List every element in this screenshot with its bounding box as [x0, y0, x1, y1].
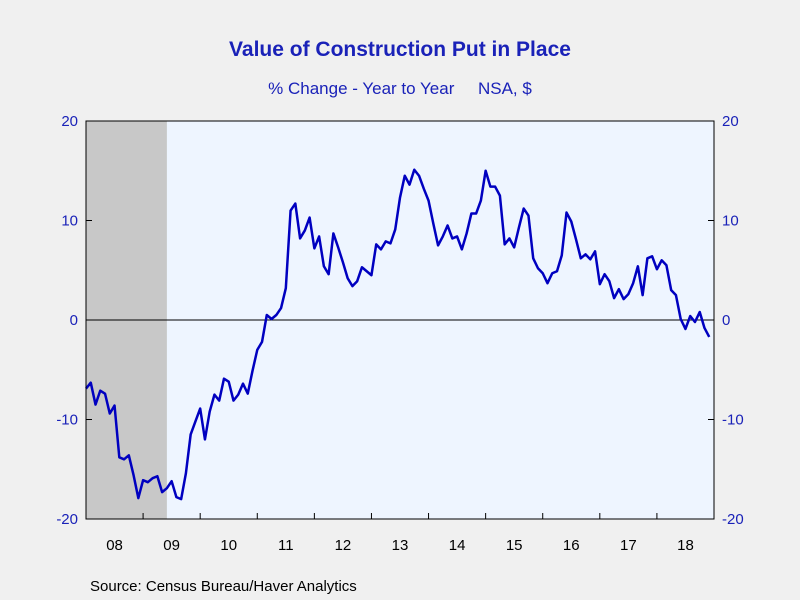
x-tick-label: 11	[278, 537, 294, 554]
chart-title: Value of Construction Put in Place	[229, 38, 571, 61]
x-tick-label: 13	[392, 537, 409, 554]
x-tick-label: 10	[220, 537, 237, 554]
x-tick-label: 09	[163, 537, 180, 554]
y-tick-label-left: 10	[61, 213, 78, 230]
y-tick-label-left: 0	[70, 312, 78, 329]
y-tick-label-right: -20	[722, 511, 744, 528]
y-tick-label-left: 20	[61, 113, 78, 130]
y-tick-label-right: -10	[722, 412, 744, 429]
axis-labels: 20 20 10 10 0 0 -10 -10 -20 -20 08 09 10 11 12 13 14 15 16…	[56, 113, 743, 554]
y-tick-label-right: 0	[722, 312, 730, 329]
x-tick-label: 12	[335, 537, 352, 554]
source-note: Source: Census Bureau/Haver Analytics	[90, 578, 357, 595]
y-tick-label-right: 20	[722, 113, 739, 130]
x-tick-label: 16	[563, 537, 580, 554]
x-tick-label: 18	[677, 537, 694, 554]
x-tick-label: 17	[620, 537, 637, 554]
series-line	[85, 168, 711, 501]
y-tick-label-right: 10	[722, 213, 739, 230]
axis-ticks	[86, 120, 714, 520]
y-tick-label-left: -10	[56, 412, 78, 429]
chart-subtitle: % Change - Year to Year NSA, $	[268, 79, 532, 98]
x-tick-label: 08	[106, 537, 123, 554]
x-tick-label: 14	[449, 537, 466, 554]
y-tick-label-left: -20	[56, 511, 78, 528]
x-tick-label: 15	[506, 537, 523, 554]
